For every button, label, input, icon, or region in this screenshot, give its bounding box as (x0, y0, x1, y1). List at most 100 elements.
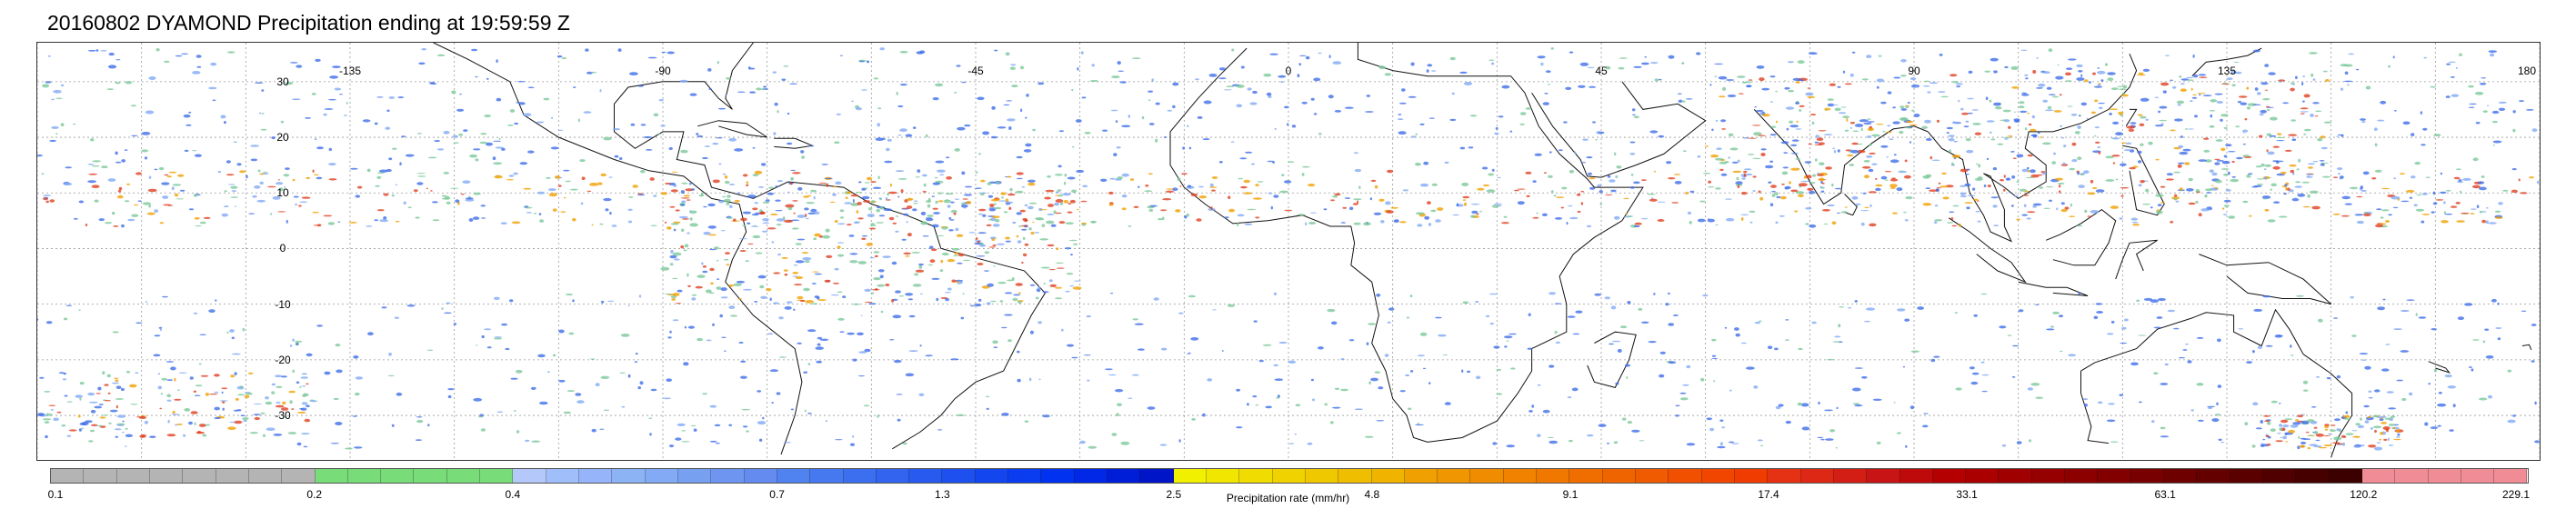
precipitation-cell (1812, 174, 1817, 177)
precipitation-cell (1461, 369, 1464, 374)
precipitation-cell (748, 67, 756, 70)
precipitation-cell (2411, 133, 2415, 136)
precipitation-cell (1719, 442, 1723, 446)
precipitation-cell (1644, 55, 1647, 58)
precipitation-cell (1840, 106, 1847, 108)
precipitation-cell (2479, 83, 2487, 85)
precipitation-cell (328, 163, 336, 166)
precipitation-cell (1892, 212, 1898, 215)
colorbar-cell (579, 469, 613, 483)
precipitation-cell (2266, 149, 2269, 153)
precipitation-cell (1610, 305, 1617, 310)
precipitation-cell (2452, 404, 2456, 408)
precipitation-cell (1393, 219, 1399, 223)
precipitation-cell (346, 102, 348, 105)
precipitation-cell (208, 86, 217, 90)
precipitation-cell (2365, 85, 2371, 90)
colorbar-cell (744, 469, 777, 483)
precipitation-cell (2165, 55, 2170, 56)
precipitation-cell (1435, 219, 1441, 223)
precipitation-cell (2094, 126, 2100, 129)
precipitation-cell (2233, 61, 2240, 64)
precipitation-cell (115, 151, 118, 155)
precipitation-cell (526, 212, 533, 214)
precipitation-cell (2223, 155, 2228, 158)
precipitation-cell (2035, 396, 2044, 399)
precipitation-cell (1492, 442, 1497, 445)
precipitation-cell (1807, 187, 1814, 191)
precipitation-cell (1634, 222, 1642, 225)
precipitation-cell (2341, 195, 2350, 200)
precipitation-cell (1040, 266, 1050, 269)
precipitation-cell (1753, 385, 1759, 389)
precipitation-cell (2435, 199, 2444, 201)
precipitation-cell (1023, 149, 1032, 153)
precipitation-cell (1148, 173, 1153, 175)
precipitation-cell (1067, 211, 1073, 214)
precipitation-cell (324, 371, 331, 375)
precipitation-cell (2180, 83, 2185, 85)
precipitation-cell (1390, 206, 1399, 209)
precipitation-cell (948, 216, 952, 220)
precipitation-cell (2406, 299, 2415, 302)
precipitation-cell (2482, 110, 2488, 113)
colorbar-cell (1338, 469, 1372, 483)
precipitation-cell (954, 279, 964, 282)
precipitation-cell (988, 246, 996, 248)
precipitation-cell (188, 421, 193, 425)
precipitation-cell (221, 213, 228, 217)
precipitation-cell (1134, 323, 1144, 325)
precipitation-cell (897, 418, 901, 422)
precipitation-cell (224, 190, 227, 193)
precipitation-cell (416, 182, 424, 185)
precipitation-cell (78, 309, 81, 312)
precipitation-cell (2388, 407, 2397, 410)
precipitation-cell (2309, 434, 2314, 436)
precipitation-cell (1579, 62, 1589, 66)
precipitation-cell (2234, 71, 2242, 75)
precipitation-cell (2256, 92, 2261, 95)
precipitation-cell (1402, 189, 1409, 192)
precipitation-cell (1630, 174, 1634, 176)
precipitation-cell (1659, 351, 1666, 354)
precipitation-cell (1972, 198, 1979, 201)
precipitation-cell (775, 209, 783, 212)
precipitation-cell (1831, 183, 1834, 187)
precipitation-cell (2277, 334, 2284, 337)
precipitation-cell (1654, 78, 1659, 82)
precipitation-cell (229, 329, 235, 333)
precipitation-cell (947, 205, 951, 208)
precipitation-cell (496, 97, 502, 102)
precipitation-cell (778, 356, 787, 358)
precipitation-cell (1178, 439, 1181, 443)
precipitation-cell (2361, 359, 2366, 362)
precipitation-cell (891, 261, 897, 265)
precipitation-cell (176, 389, 180, 392)
precipitation-cell (88, 440, 94, 443)
precipitation-cell (992, 244, 997, 246)
precipitation-cell (2110, 205, 2120, 209)
precipitation-cell (837, 223, 846, 225)
precipitation-cell (455, 199, 460, 203)
precipitation-cell (835, 181, 842, 185)
precipitation-cell (2312, 78, 2316, 81)
precipitation-cell (1581, 162, 1587, 164)
precipitation-cell (2246, 361, 2253, 364)
precipitation-cell (214, 374, 220, 377)
precipitation-cell (2461, 212, 2470, 215)
precipitation-cell (328, 147, 332, 152)
precipitation-cell (752, 147, 756, 149)
precipitation-cell (925, 354, 933, 357)
precipitation-cell (306, 404, 310, 408)
precipitation-cell (2388, 444, 2394, 446)
precipitation-cell (885, 196, 888, 201)
colorbar-cell (446, 469, 481, 483)
precipitation-map[interactable]: 30 20 10 0 -10 -20 -30 -135 -90 -45 0 45 90 135 180 (36, 42, 2541, 461)
precipitation-cell (2320, 163, 2325, 166)
precipitation-cell (1859, 119, 1869, 123)
precipitation-cell (214, 391, 219, 394)
precipitation-cell (2203, 149, 2210, 153)
precipitation-cell (1867, 121, 1875, 123)
precipitation-cell (2047, 105, 2052, 110)
precipitation-cell (1117, 403, 1122, 407)
